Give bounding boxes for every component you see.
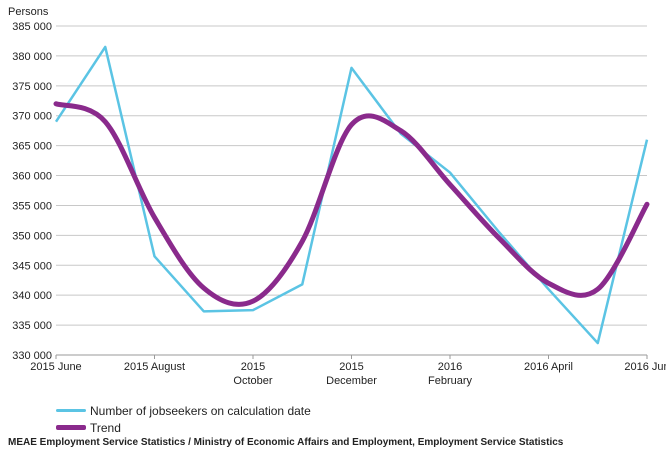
x-tick-label: 2016 February xyxy=(428,361,473,387)
y-tick-label: 365 000 xyxy=(12,141,52,153)
y-tick-label: 335 000 xyxy=(12,320,52,332)
y-axis-label: Persons xyxy=(8,6,49,18)
legend: Number of jobseekers on calculation date… xyxy=(56,402,311,436)
x-tick-label: 2015 June xyxy=(30,361,81,373)
legend-item-jobseekers: Number of jobseekers on calculation date xyxy=(56,402,311,419)
x-tick-label: 2015 December xyxy=(326,361,377,387)
y-tick-label: 350 000 xyxy=(12,230,52,242)
series-line-jobseekers xyxy=(54,45,649,345)
y-tick-label: 360 000 xyxy=(12,171,52,183)
x-tick-labels: 2015 June 2015 August 2015 October 2015 Decem… xyxy=(30,361,666,387)
y-tick-label: 345 000 xyxy=(12,260,52,272)
y-tick-label: 385 000 xyxy=(12,21,52,33)
x-tick-label: 2016 April xyxy=(524,361,573,373)
y-tick-labels: 330 000 335 000 340 000 345 000 350 000 355 0… xyxy=(12,21,52,362)
legend-item-trend: Trend xyxy=(56,419,311,436)
gridlines xyxy=(55,25,648,359)
x-tick-label: 2015 August xyxy=(124,361,185,373)
line-chart: Persons 330 000 335 000 340 000 345 000 350 … xyxy=(8,6,666,387)
series-line-trend xyxy=(53,101,650,307)
legend-swatch-trend xyxy=(56,425,86,430)
legend-label-trend: Trend xyxy=(90,420,121,435)
legend-label-jobseekers: Number of jobseekers on calculation date xyxy=(90,403,311,418)
x-tick-label: 2015 October xyxy=(233,361,272,387)
y-tick-label: 375 000 xyxy=(12,81,52,93)
series-lines xyxy=(53,45,650,345)
source-note: MEAE Employment Service Statistics / Min… xyxy=(8,437,564,448)
y-tick-label: 370 000 xyxy=(12,111,52,123)
x-tick-label: 2016 Jun xyxy=(624,361,666,373)
legend-swatch-jobseekers xyxy=(56,409,86,412)
y-tick-label: 330 000 xyxy=(12,350,52,362)
y-tick-label: 340 000 xyxy=(12,290,52,302)
y-tick-label: 380 000 xyxy=(12,51,52,63)
y-tick-label: 355 000 xyxy=(12,200,52,212)
